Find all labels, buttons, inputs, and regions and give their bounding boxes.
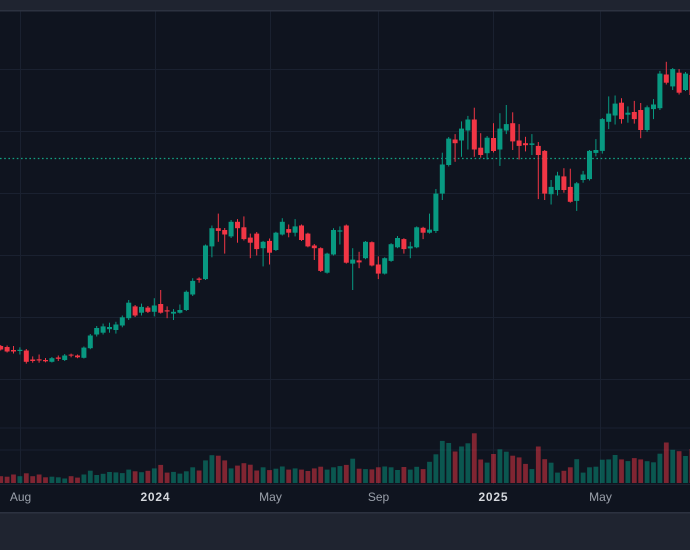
svg-text:Aug: Aug: [10, 490, 31, 504]
svg-text:2025: 2025: [478, 490, 508, 504]
svg-text:May: May: [589, 490, 612, 504]
svg-text:Sep: Sep: [368, 490, 390, 504]
svg-text:2024: 2024: [140, 490, 170, 504]
svg-text:May: May: [259, 490, 282, 504]
